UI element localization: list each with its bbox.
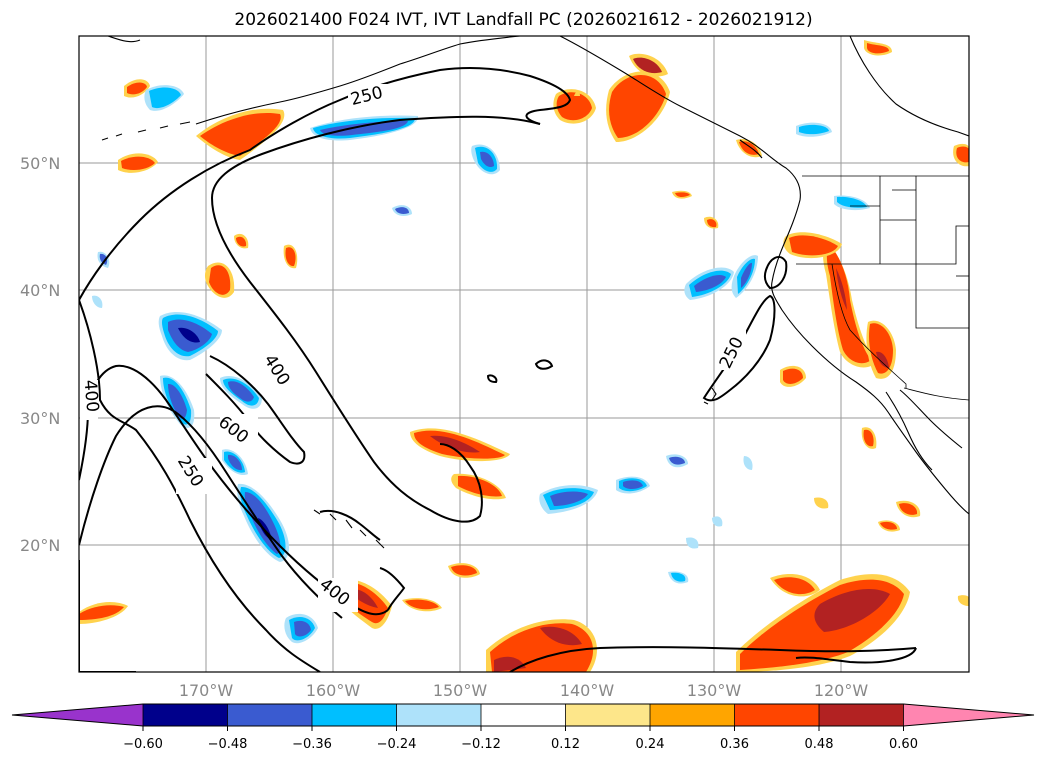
latitude-label: 20°N (20, 536, 60, 555)
colorbar-tick-label: −0.12 (461, 737, 501, 752)
longitude-label: 170°W (179, 681, 234, 700)
longitude-label: 140°W (560, 681, 615, 700)
longitude-label: 130°W (687, 681, 742, 700)
colorbar-tick-label: 0.48 (805, 737, 834, 752)
colorbar: −0.60 −0.48 −0.36 −0.24 −0.12 0.12 0.24 0.36 0.4… (11, 703, 1035, 752)
longitude-label: 150°W (433, 681, 488, 700)
latitude-label: 30°N (20, 409, 60, 428)
colorbar-tick-label: 0.24 (636, 737, 665, 752)
colorbar-tick-label: 0.36 (720, 737, 749, 752)
colorbar-tick-label: 0.60 (889, 737, 918, 752)
colorbar-segment (734, 704, 820, 726)
latitude-label: 50°N (20, 154, 60, 173)
colorbar-segment (143, 704, 228, 726)
latitude-labels: 50°N 40°N 30°N 20°N (20, 154, 60, 555)
colorbar-tick-label: −0.24 (377, 737, 417, 752)
longitude-label: 160°W (306, 681, 361, 700)
political-borders (796, 175, 969, 401)
colorbar-segment (312, 704, 397, 726)
latitude-label: 40°N (20, 281, 60, 300)
colorbar-extend-low (12, 704, 143, 726)
colorbar-segment (481, 704, 566, 726)
positive-ivt-pc-shading (79, 40, 969, 672)
contour-label: 400 (79, 379, 102, 413)
colorbar-extend-high (903, 704, 1034, 726)
colorbar-segment (819, 704, 904, 726)
longitude-label: 120°W (814, 681, 869, 700)
colorbar-tick-label: −0.36 (292, 737, 332, 752)
colorbar-tick-label: −0.60 (123, 737, 163, 752)
colorbar-tick-label: −0.48 (208, 737, 248, 752)
coastlines (101, 36, 969, 549)
colorbar-tick-label: 0.12 (551, 737, 580, 752)
colorbar-segment (650, 704, 735, 726)
map-frame (78, 35, 970, 673)
map-title: 2026021400 F024 IVT, IVT Landfall PC (20… (234, 10, 813, 30)
map-area: 250 400 400 600 250 400 250 (79, 36, 969, 672)
negative-ivt-pc-shading (92, 85, 870, 644)
colorbar-segment (396, 704, 482, 726)
longitude-labels: 170°W 160°W 150°W 140°W 130°W 120°W (179, 681, 869, 700)
colorbar-segment (565, 704, 651, 726)
colorbar-segment (227, 704, 313, 726)
contour-label-group: 250 400 400 600 250 400 250 (79, 83, 748, 612)
